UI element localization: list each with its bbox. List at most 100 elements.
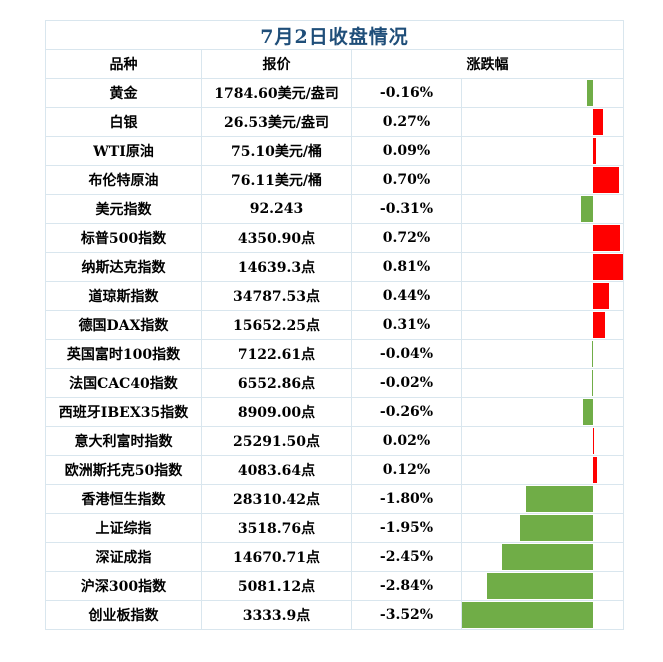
price-cell: 4350.90点 [201,223,352,253]
name-cell: 深证成指 [45,542,202,572]
price-cell: 25291.50点 [201,426,352,456]
market-close-table: 7月2日收盘情况 品种 报价 涨跌幅 黄金 1784.60美元/盎司 -0.16% 白… [44,20,625,630]
price-cell: 3518.76点 [201,513,352,543]
change-cell: -0.16% [351,78,462,108]
price-cell: 34787.53点 [201,281,352,311]
name-cell: 布伦特原油 [45,165,202,195]
table-row: 上证综指 3518.76点 -1.95% [45,513,625,543]
change-bar-down [462,602,593,628]
change-bar-cell [460,571,625,601]
table-row: 创业板指数 3333.9点 -3.52% [45,600,625,630]
table-row: 意大利富时指数 25291.50点 0.02% [45,426,625,456]
table-row: WTI原油 75.10美元/桶 0.09% [45,136,625,166]
change-bar-up [593,254,623,280]
change-cell: 0.44% [351,281,462,311]
price-cell: 92.243 [201,194,352,224]
change-bar-down [487,573,593,599]
change-bar-down [587,80,593,106]
change-cell: -0.31% [351,194,462,224]
change-bar-down [520,515,593,541]
price-cell: 6552.86点 [201,368,352,398]
change-cell: -1.80% [351,484,462,514]
table-row: 深证成指 14670.71点 -2.45% [45,542,625,572]
change-bar-cell [460,107,625,137]
price-cell: 26.53美元/盎司 [201,107,352,137]
table-row: 沪深300指数 5081.12点 -2.84% [45,571,625,601]
change-bar-up [593,138,597,164]
name-cell: 法国CAC40指数 [45,368,202,398]
price-cell: 76.11美元/桶 [201,165,352,195]
change-bar-cell [460,600,625,630]
change-bar-up [593,428,594,454]
name-cell: 西班牙IBEX35指数 [45,397,202,427]
table-row: 英国富时100指数 7122.61点 -0.04% [45,339,625,369]
table-row: 布伦特原油 76.11美元/桶 0.70% [45,165,625,195]
change-cell: 0.31% [351,310,462,340]
name-cell: 标普500指数 [45,223,202,253]
change-cell: -1.95% [351,513,462,543]
name-cell: 上证综指 [45,513,202,543]
change-bar-cell [460,368,625,398]
price-cell: 1784.60美元/盎司 [201,78,352,108]
change-bar-cell [460,426,625,456]
name-cell: 德国DAX指数 [45,310,202,340]
change-cell: 0.02% [351,426,462,456]
change-bar-down [591,341,593,367]
change-bar-cell [460,455,625,485]
change-bar-cell [460,223,625,253]
change-bar-down [501,544,593,570]
name-cell: 白银 [45,107,202,137]
change-cell: 0.70% [351,165,462,195]
price-cell: 5081.12点 [201,571,352,601]
change-bar-cell [460,513,625,543]
name-cell: 欧洲斯托克50指数 [45,455,202,485]
change-bar-cell [460,310,625,340]
name-cell: 黄金 [45,78,202,108]
table-row: 欧洲斯托克50指数 4083.64点 0.12% [45,455,625,485]
change-cell: 0.09% [351,136,462,166]
change-cell: 0.72% [351,223,462,253]
change-bar-up [593,283,610,309]
name-cell: 美元指数 [45,194,202,224]
change-cell: -3.52% [351,600,462,630]
table-title: 7月2日收盘情况 [44,20,625,50]
price-cell: 28310.42点 [201,484,352,514]
change-bar-down [526,486,593,512]
change-bar-cell [460,281,625,311]
header-name: 品种 [45,49,202,79]
header-price: 报价 [201,49,352,79]
change-bar-up [593,312,605,338]
price-cell: 14670.71点 [201,542,352,572]
table-row: 西班牙IBEX35指数 8909.00点 -0.26% [45,397,625,427]
name-cell: WTI原油 [45,136,202,166]
change-bar-down [581,196,593,222]
price-cell: 75.10美元/桶 [201,136,352,166]
price-cell: 14639.3点 [201,252,352,282]
change-cell: 0.12% [351,455,462,485]
table-row: 标普500指数 4350.90点 0.72% [45,223,625,253]
change-bar-cell [460,194,625,224]
name-cell: 香港恒生指数 [45,484,202,514]
change-bar-down [592,370,593,396]
change-bar-up [593,225,620,251]
change-bar-up [593,457,598,483]
change-cell: 0.27% [351,107,462,137]
change-cell: -0.04% [351,339,462,369]
table-row: 法国CAC40指数 6552.86点 -0.02% [45,368,625,398]
name-cell: 沪深300指数 [45,571,202,601]
change-bar-cell [460,339,625,369]
name-cell: 创业板指数 [45,600,202,630]
price-cell: 7122.61点 [201,339,352,369]
price-cell: 3333.9点 [201,600,352,630]
name-cell: 意大利富时指数 [45,426,202,456]
change-bar-cell [460,252,625,282]
change-cell: -2.45% [351,542,462,572]
table-row: 道琼斯指数 34787.53点 0.44% [45,281,625,311]
table-row: 黄金 1784.60美元/盎司 -0.16% [45,78,625,108]
change-cell: -0.02% [351,368,462,398]
table-row: 美元指数 92.243 -0.31% [45,194,625,224]
table-row: 香港恒生指数 28310.42点 -1.80% [45,484,625,514]
change-bar-cell [460,78,625,108]
price-cell: 8909.00点 [201,397,352,427]
change-cell: 0.81% [351,252,462,282]
